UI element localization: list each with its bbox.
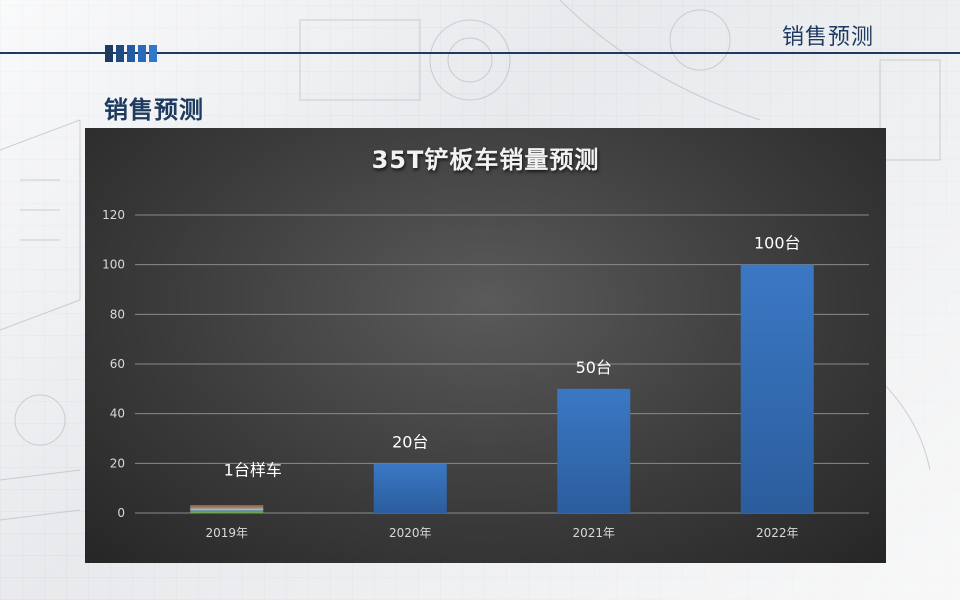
y-tick-label: 0 bbox=[117, 506, 125, 520]
header-divider bbox=[0, 52, 960, 54]
accent-block bbox=[116, 45, 124, 62]
accent-blocks bbox=[105, 45, 157, 62]
bar-segment bbox=[190, 507, 264, 509]
bar-segment bbox=[190, 511, 264, 513]
x-tick-label: 2021年 bbox=[572, 526, 615, 540]
accent-block bbox=[105, 45, 113, 62]
accent-block bbox=[127, 45, 135, 62]
bar-segment bbox=[190, 510, 264, 512]
section-title: 销售预测 bbox=[104, 96, 204, 124]
header-title: 销售预测 bbox=[781, 25, 874, 50]
bar-segment bbox=[190, 506, 264, 508]
chart-title: 35T铲板车销量预测 bbox=[371, 146, 600, 174]
bar bbox=[740, 264, 814, 513]
accent-block bbox=[149, 45, 157, 62]
bar-segment bbox=[190, 505, 264, 507]
x-tick-label: 2020年 bbox=[389, 526, 432, 540]
y-tick-label: 100 bbox=[102, 258, 125, 272]
accent-block bbox=[138, 45, 146, 62]
x-tick-label: 2019年 bbox=[205, 526, 248, 540]
bar-segment bbox=[190, 509, 264, 511]
data-label: 100台 bbox=[754, 234, 801, 253]
bar bbox=[373, 463, 447, 513]
y-tick-label: 40 bbox=[110, 407, 125, 421]
y-tick-label: 120 bbox=[102, 208, 125, 222]
data-label: 1台样车 bbox=[224, 460, 282, 479]
bar bbox=[557, 388, 631, 513]
y-tick-label: 20 bbox=[110, 456, 125, 470]
bar-chart: 0 20 40 60 80 100 120 1台样车 2019年 20台 2020年 50台 2021年… bbox=[102, 208, 869, 540]
y-tick-label: 80 bbox=[110, 307, 125, 321]
y-tick-label: 60 bbox=[110, 357, 125, 371]
data-label: 20台 bbox=[392, 432, 428, 451]
data-label: 50台 bbox=[576, 358, 612, 377]
chart-panel: 35T铲板车销量预测 0 20 40 60 80 100 120 1台样车 2019年 20台 20… bbox=[85, 128, 886, 563]
x-tick-label: 2022年 bbox=[756, 526, 799, 540]
